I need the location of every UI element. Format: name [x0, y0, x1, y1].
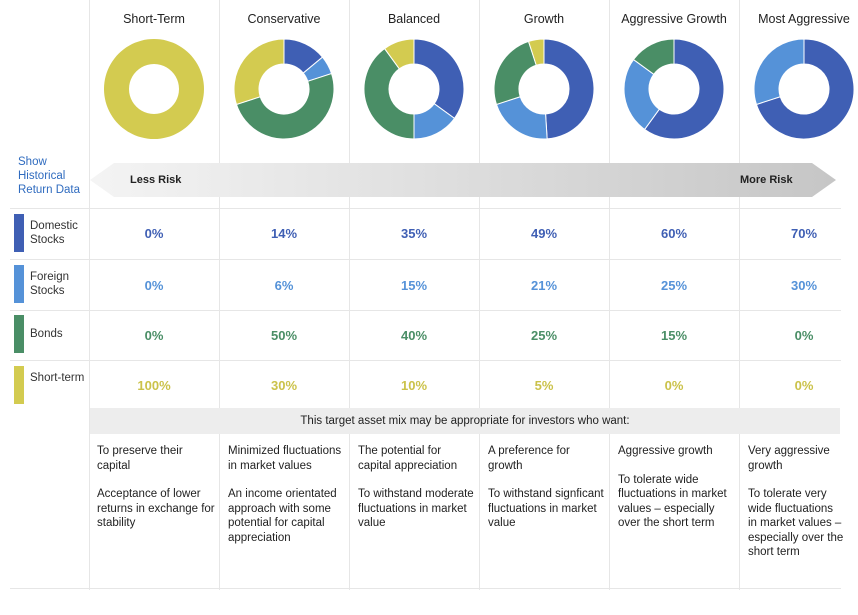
donut-chart-short-term — [104, 39, 204, 139]
portfolio-title: Most Aggressive — [758, 12, 850, 26]
pct-cell-domestic-stocks: 35% — [400, 226, 428, 241]
bonds-swatch — [14, 315, 24, 353]
domestic-slice — [543, 38, 594, 140]
domestic-slice — [413, 38, 464, 120]
short-term-slice — [383, 38, 415, 70]
pct-cell-bonds: 25% — [530, 328, 558, 343]
pct-cell-foreign-stocks: 0% — [144, 278, 164, 293]
pct-cell-bonds: 0% — [794, 328, 814, 343]
investor-tolerance: Acceptance of lower returns in exchange … — [97, 488, 215, 529]
row-divider — [10, 360, 841, 361]
pct-cell-foreign-stocks: 25% — [660, 278, 688, 293]
pct-cell-short-term: 0% — [794, 378, 814, 393]
pct-cell-short-term: 10% — [400, 378, 428, 393]
investor-tolerance: To withstand signficant fluctuations in … — [488, 488, 604, 529]
pct-cell-bonds: 50% — [270, 328, 298, 343]
grid-line — [349, 0, 350, 590]
investor-tolerance: To tolerate very wide fluctuations in ma… — [748, 488, 844, 558]
bonds-slice — [632, 38, 675, 76]
pct-cell-bonds: 40% — [400, 328, 428, 343]
pct-cell-domestic-stocks: 49% — [530, 226, 558, 241]
investor-description: Aggressive growth To tolerate wide fluct… — [618, 444, 736, 545]
less-risk-label: Less Risk — [130, 174, 182, 186]
row-divider — [10, 310, 841, 311]
row-label-foreign-stocks: Foreign Stocks — [30, 271, 69, 297]
show-historical-return-data-link[interactable]: Show Historical Return Data — [18, 156, 81, 196]
bonds-slice — [364, 47, 415, 140]
investor-goal: A preference for growth — [488, 445, 570, 472]
investor-goal: The potential for capital appreciation — [358, 445, 458, 472]
portfolio-title: Growth — [523, 12, 565, 26]
short-term-swatch — [14, 366, 24, 404]
pct-cell-foreign-stocks: 30% — [790, 278, 818, 293]
donut-chart-growth — [494, 38, 594, 140]
pct-cell-foreign-stocks: 6% — [274, 278, 294, 293]
donut-chart-conservative — [234, 38, 334, 140]
short-term-slice — [527, 38, 545, 66]
investor-goal: Aggressive growth — [618, 445, 713, 457]
pct-cell-short-term: 30% — [270, 378, 298, 393]
grid-line — [609, 0, 610, 590]
portfolio-title: Short-Term — [123, 12, 185, 26]
row-label-bonds: Bonds — [30, 328, 63, 340]
grid-line — [739, 0, 740, 590]
pct-cell-domestic-stocks: 14% — [270, 226, 298, 241]
donut-chart-aggressive-growth — [624, 38, 724, 140]
row-divider — [10, 588, 841, 589]
bonds-slice — [494, 40, 537, 106]
risk-arrow — [90, 163, 836, 197]
donut-chart-balanced — [364, 38, 464, 140]
pct-cell-short-term: 5% — [534, 378, 554, 393]
investor-tolerance: To tolerate wide fluctuations in market … — [618, 473, 727, 530]
investor-description: The potential for capital appreciation T… — [358, 444, 476, 545]
portfolio-title: Balanced — [387, 12, 441, 26]
row-divider — [10, 208, 841, 209]
foreign-slice — [495, 96, 548, 140]
portfolio-title: Conservative — [247, 12, 321, 26]
row-label-short-term: Short-term — [30, 372, 85, 384]
pct-cell-domestic-stocks: 60% — [660, 226, 688, 241]
domestic-slice — [643, 38, 724, 140]
pct-cell-bonds: 15% — [660, 328, 688, 343]
more-risk-label: More Risk — [740, 174, 793, 186]
pct-cell-domestic-stocks: 0% — [144, 226, 164, 241]
grid-line — [89, 0, 90, 590]
pct-cell-domestic-stocks: 70% — [790, 226, 818, 241]
donut-chart-most-aggressive — [754, 38, 854, 140]
row-label-domestic-stocks: Domestic Stocks — [30, 220, 78, 246]
pct-cell-bonds: 0% — [144, 328, 164, 343]
investor-tolerance: To withstand moderate fluctuations in ma… — [358, 488, 474, 529]
short-term-slice — [104, 39, 204, 139]
investor-goal: Minimized fluctuations in market values — [228, 445, 342, 472]
target-mix-band — [90, 408, 840, 434]
pct-cell-foreign-stocks: 21% — [530, 278, 558, 293]
short-term-slice — [234, 38, 285, 106]
portfolio-title: Aggressive Growth — [621, 12, 727, 26]
foreign-stocks-swatch — [14, 265, 24, 303]
pct-cell-foreign-stocks: 15% — [400, 278, 428, 293]
grid-line — [479, 0, 480, 590]
investor-description: Minimized fluctuations in market values … — [228, 444, 346, 559]
domestic-slice — [755, 38, 854, 140]
pct-cell-short-term: 0% — [664, 378, 684, 393]
pct-cell-short-term: 100% — [137, 378, 171, 393]
investor-goal: To preserve their capital — [97, 445, 183, 472]
investor-description: To preserve their capital Acceptance of … — [97, 444, 215, 545]
target-mix-caption: This target asset mix may be appropriate… — [300, 415, 630, 427]
investor-description: Very aggressive growth To tolerate very … — [748, 444, 844, 574]
domestic-stocks-swatch — [14, 214, 24, 252]
investor-description: A preference for growth To withstand sig… — [488, 444, 606, 545]
investor-tolerance: An income orientated approach with some … — [228, 488, 337, 544]
investor-goal: Very aggressive growth — [748, 445, 830, 472]
row-divider — [10, 259, 841, 260]
grid-line — [219, 0, 220, 590]
foreign-slice — [754, 38, 805, 106]
bonds-slice — [235, 72, 334, 140]
